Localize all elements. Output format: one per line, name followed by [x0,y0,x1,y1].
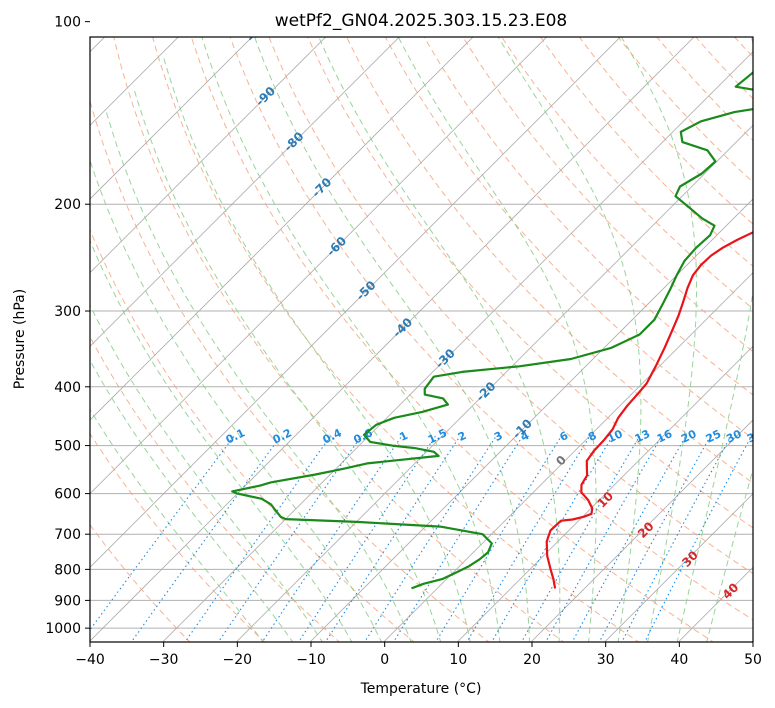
dry-adiabat [268,37,753,575]
y-tick-label: 100 [54,15,81,31]
moist-adiabat [201,37,501,642]
moist-adiabat [497,37,642,642]
x-tick-label: 10 [449,652,467,668]
moist-adiabat [254,37,530,642]
y-tick-label: 600 [54,487,81,503]
chart-title: wetPf2_GN04.2025.303.15.23.E08 [275,11,567,31]
mixing-ratio-line [364,435,497,642]
skewed-isotherm [383,272,753,642]
profile-lines [231,71,753,590]
mixing-ratio-label: 20 [679,427,699,446]
skewed-isotherm [90,37,327,274]
skewed-isotherm [530,419,753,642]
dry-adiabat [346,37,753,484]
skewed-isotherm [90,37,474,421]
dry-adiabat [384,37,753,440]
mixing-ratio-label: 36 [745,427,765,446]
skewed-isotherm [90,37,400,347]
mixing-ratio-line [297,435,436,642]
x-tick-label: 40 [670,652,688,668]
moist-adiabat [90,359,294,642]
dry-adiabat [90,228,415,642]
mixing-ratio-label: 25 [704,427,723,445]
moist-adiabat [105,110,412,642]
moist-adiabat [676,37,753,642]
mixing-ratio-line [392,435,524,642]
y-tick-label: 900 [54,593,81,609]
x-tick-label: 20 [523,652,541,668]
skewed-isotherm [604,493,753,642]
mixing-ratio-line [184,435,332,642]
mixing-ratio-line [217,435,362,642]
dry-adiabat [190,37,715,642]
dry-adiabat [152,37,640,642]
x-tick-label: −30 [149,652,179,668]
y-tick-label: 400 [54,380,81,396]
x-axis-label: Temperature (°C) [360,681,482,697]
skewed-isotherm [162,51,753,642]
mixing-ratio-line [598,435,711,642]
dry-adiabat [578,37,753,225]
x-tick-label: 0 [380,652,389,668]
y-tick-label: 200 [54,197,81,213]
plot-frame [89,36,754,643]
dry-adiabat [90,432,266,642]
mixing-ratio-line [545,435,663,642]
skewed-isotherm [90,37,179,126]
x-tick-label: −40 [75,652,105,668]
mixing-ratio-line [571,435,687,642]
moist-adiabat [134,90,442,642]
moist-adiabat [620,37,697,642]
skewed-isotherm [90,37,695,642]
mixing-ratio-label: 30 [724,427,744,446]
axes: −40 −30 −20 −10 0 10 20 30 40 50 100 200 300 400 500 60… [45,15,762,668]
x-tick-label: 50 [744,652,762,668]
plot-background [90,37,753,642]
mixing-ratio-label: 13 [633,427,652,445]
mixing-ratio-line [324,435,461,642]
dry-adiabat [229,37,753,621]
skewed-isotherm [309,198,753,642]
moist-adiabat [397,37,597,642]
skewed-isotherm [235,124,753,642]
skewed-isotherm [90,37,548,495]
moist-adiabat [90,304,323,642]
y-axis-label: Pressure (hPa) [12,289,28,389]
mixing-ratio-label: 16 [655,427,675,446]
dry-adiabat [90,335,341,642]
dry-adiabat [617,37,753,183]
temperature-profile [545,231,753,589]
dry-adiabat [307,37,753,529]
y-tick-label: 700 [54,527,81,543]
dry-adiabat [113,37,565,642]
moist-adiabat [90,408,264,642]
moist-adiabat [90,158,383,642]
dewpoint-profile [231,71,753,590]
moist-adiabat [163,58,471,642]
skewed-isotherm [90,37,621,568]
x-tick-label: −10 [296,652,326,668]
y-tick-label: 300 [54,304,81,320]
mixing-ratio-line [520,435,641,642]
skewed-isotherm [456,345,753,642]
background-lines [90,37,753,642]
y-tick-label: 800 [54,562,81,578]
moist-adiabat [90,239,353,642]
skewed-isotherm [90,37,253,200]
y-tick-label: 500 [54,439,81,455]
mixing-ratio-line [261,435,403,642]
y-tick-label: 1000 [45,621,81,637]
x-tick-label: −20 [223,652,253,668]
moist-adiabat [706,467,753,642]
x-tick-label: 30 [597,652,615,668]
dry-adiabat [462,37,753,353]
moist-adiabat [318,37,561,642]
mixing-ratio-line [644,435,752,642]
